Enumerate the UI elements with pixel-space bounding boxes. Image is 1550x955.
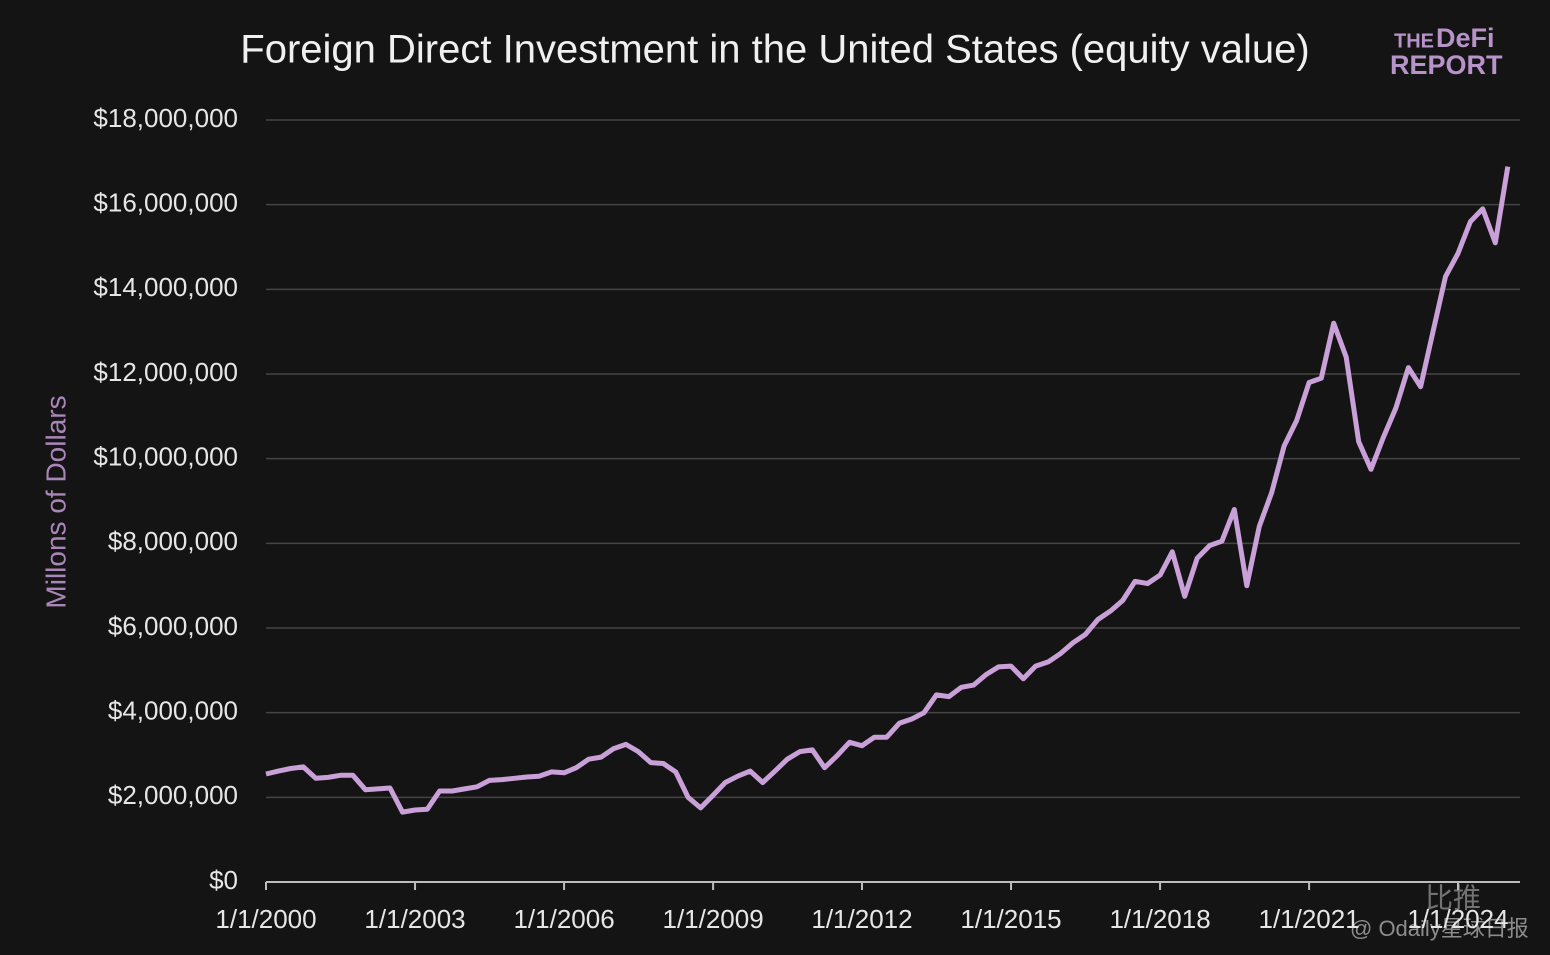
y-tick-label: $18,000,000 [93, 103, 238, 133]
x-tick-label: 1/1/2012 [811, 904, 912, 934]
x-tick-label: 1/1/2006 [513, 904, 614, 934]
y-tick-label: $12,000,000 [93, 357, 238, 387]
x-tick-label: 1/1/2021 [1258, 904, 1359, 934]
x-tick-label: 1/1/2018 [1109, 904, 1210, 934]
x-tick-label: 1/1/2003 [364, 904, 465, 934]
logo-text: REPORT [1390, 50, 1503, 80]
chart-title: Foreign Direct Investment in the United … [240, 28, 1309, 72]
x-tick-label: 1/1/2015 [960, 904, 1061, 934]
logo-text: THE [1394, 30, 1434, 52]
y-tick-label: $14,000,000 [93, 272, 238, 302]
x-tick-label: 1/1/2024 [1407, 904, 1508, 934]
y-tick-label: $8,000,000 [108, 526, 238, 556]
y-tick-label: $0 [209, 865, 238, 895]
x-tick-label: 1/1/2000 [215, 904, 316, 934]
y-tick-label: $6,000,000 [108, 611, 238, 641]
watermark: 比推 [1425, 882, 1481, 913]
y-axis-label: Millons of Dollars [40, 395, 71, 608]
y-tick-label: $16,000,000 [93, 188, 238, 218]
watermark: @ Odaily星球日报 [1350, 916, 1529, 941]
data-line [265, 166, 1511, 815]
y-tick-label: $2,000,000 [108, 780, 238, 810]
logo-text: DeFi [1436, 23, 1495, 53]
y-tick-label: $10,000,000 [93, 442, 238, 472]
x-tick-label: 1/1/2009 [662, 904, 763, 934]
y-tick-label: $4,000,000 [108, 696, 238, 726]
